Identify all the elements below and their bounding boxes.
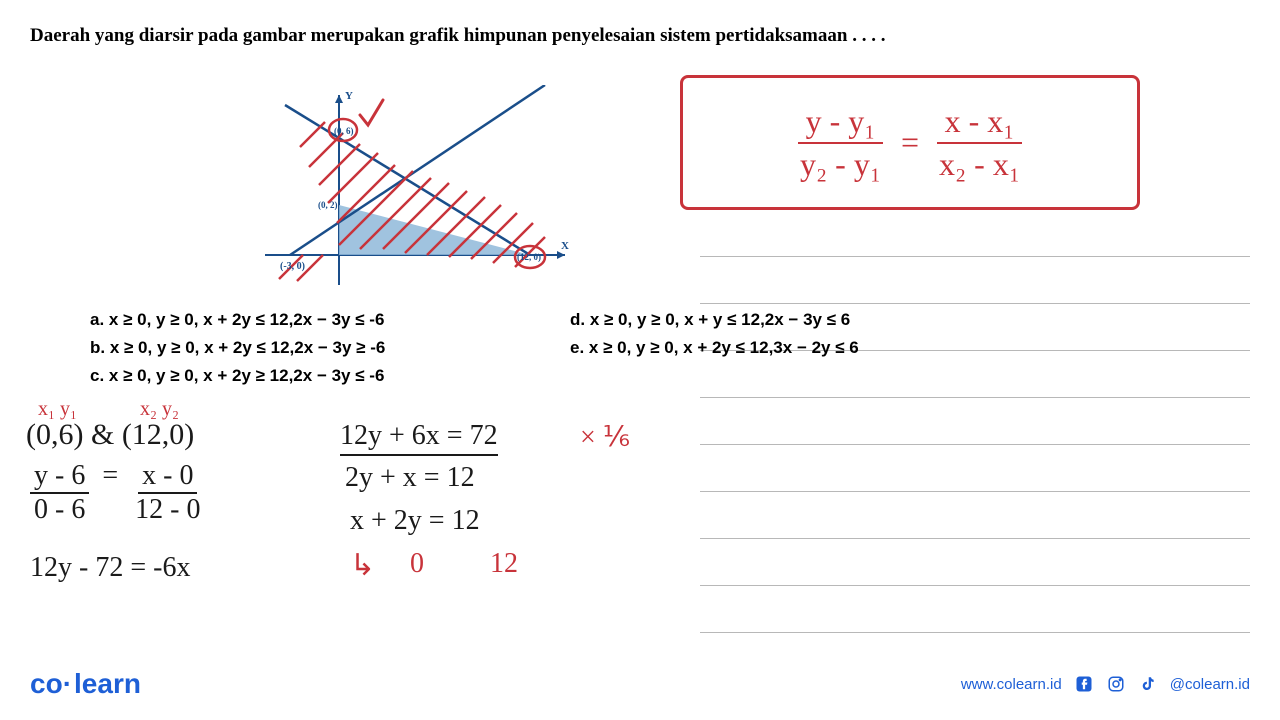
svg-text:Y: Y — [345, 90, 353, 102]
hw-eq6b: 12 — [490, 548, 518, 580]
svg-text:(0, 6): (0, 6) — [334, 126, 354, 136]
options-right: d. x ≥ 0, y ≥ 0, x + y ≤ 12,2x − 3y ≤ 6 … — [570, 310, 859, 366]
hw-eq5: x + 2y = 12 — [350, 505, 480, 537]
hw-points: (0,6) & (12,0) — [26, 418, 194, 452]
svg-text:(12, 0): (12, 0) — [517, 252, 541, 262]
hw-eq1: y - 6 0 - 6 = x - 0 12 - 0 — [30, 460, 204, 526]
formula-equals: = — [901, 124, 919, 161]
svg-text:(0, 2): (0, 2) — [318, 200, 338, 210]
hw-eq6a: 0 — [410, 548, 424, 580]
formula-right-num: x - x₁ — [937, 103, 1023, 144]
instagram-icon — [1106, 674, 1126, 694]
footer: co·learn www.colearn.id @colearn.id — [0, 668, 1280, 700]
hw-eq2: 12y - 72 = -6x — [30, 552, 190, 584]
brand-logo: co·learn — [30, 668, 141, 700]
facebook-icon — [1074, 674, 1094, 694]
footer-handle: @colearn.id — [1170, 676, 1250, 693]
option-a: a. x ≥ 0, y ≥ 0, x + 2y ≤ 12,2x − 3y ≤ -… — [90, 310, 385, 330]
graph: Y X ( — [265, 85, 585, 290]
formula-right-den: x₂ - x₁ — [931, 144, 1028, 183]
option-b: b. x ≥ 0, y ≥ 0, x + 2y ≤ 12,2x − 3y ≥ -… — [90, 338, 385, 358]
hw-eq3: 12y + 6x = 72 — [340, 420, 498, 456]
options-left: a. x ≥ 0, y ≥ 0, x + 2y ≤ 12,2x − 3y ≤ -… — [90, 310, 385, 394]
line-equation-formula: y - y₁ y₂ - y₁ = x - x₁ x₂ - x₁ — [680, 75, 1140, 210]
ruled-lines — [700, 210, 1250, 670]
footer-url: www.colearn.id — [961, 676, 1062, 693]
question-text: Daerah yang diarsir pada gambar merupaka… — [30, 25, 885, 47]
svg-text:(-3, 0): (-3, 0) — [280, 261, 305, 272]
option-e: e. x ≥ 0, y ≥ 0, x + 2y ≤ 12,3x − 2y ≤ 6 — [570, 338, 859, 358]
hw-eq3b: × ⅙ — [580, 420, 630, 454]
formula-left-num: y - y₁ — [798, 103, 884, 144]
hw-eq4: 2y + x = 12 — [345, 462, 475, 494]
option-c: c. x ≥ 0, y ≥ 0, x + 2y ≥ 12,2x − 3y ≤ -… — [90, 366, 385, 386]
option-d: d. x ≥ 0, y ≥ 0, x + y ≤ 12,2x − 3y ≤ 6 — [570, 310, 859, 330]
hw-arrow: ↳ — [350, 548, 375, 583]
formula-left-den: y₂ - y₁ — [792, 144, 889, 183]
svg-text:X: X — [561, 240, 569, 252]
tiktok-icon — [1138, 674, 1158, 694]
